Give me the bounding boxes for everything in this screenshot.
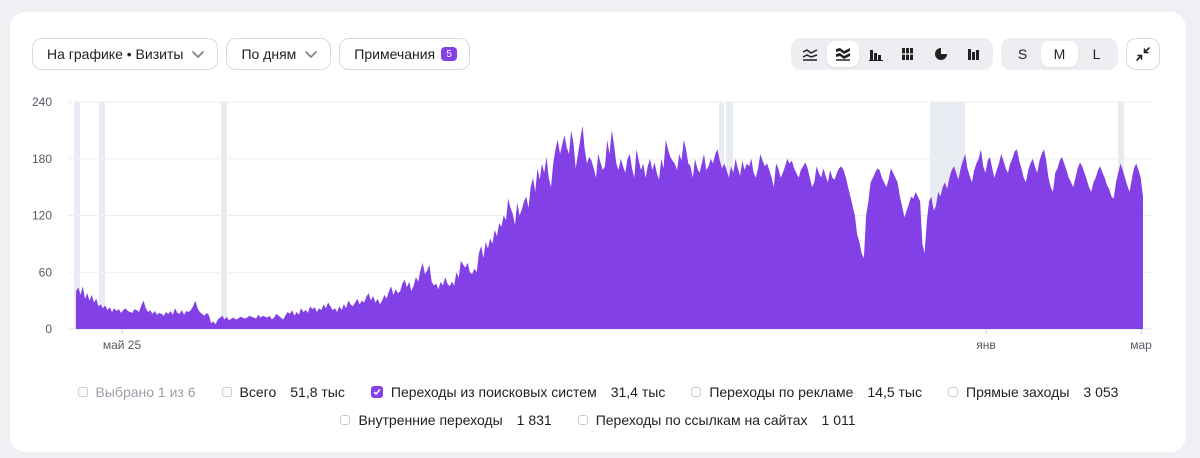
legend-item-ads[interactable]: Переходы по рекламе 14,5 тыс [691,384,922,400]
legend-item-name: Переходы по ссылкам на сайтах [595,412,808,428]
column-chart-icon [967,49,979,60]
checkbox-checked-icon [370,386,383,398]
checkbox-icon [77,387,88,397]
stacked-area-icon [836,48,850,61]
chevron-down-icon [192,51,205,58]
x-tick-label: мар [1130,338,1152,352]
line-chart-icon [802,49,818,61]
checkbox-icon [948,387,958,397]
y-tick-label: 240 [32,95,52,109]
legend-item-value: 1 831 [516,412,552,428]
period-label: По дням [241,46,297,62]
checkbox-icon [691,387,702,397]
bar-chart-icon [868,50,883,61]
chart-type-stacked-bar[interactable] [892,41,925,67]
legend-item-name: Переходы из поисковых систем [390,384,597,400]
chart-type-stacked-area[interactable] [826,41,860,67]
visits-area-chart[interactable]: 0 60 120 180 240 май 25 янв мар [10,12,1186,372]
size-l[interactable]: L [1092,46,1101,62]
legend-item-internal[interactable]: Внутренние переходы 1 831 [340,412,552,428]
chevron-down-icon [305,51,318,58]
collapse-icon [1136,47,1150,61]
stacked-bar-icon [902,48,914,60]
legend-selected-counter[interactable]: Выбрано 1 из 6 [77,384,196,400]
chart-legend: Выбрано 1 из 6 Всего 51,8 тыс Переходы и… [10,378,1186,434]
y-tick-label: 180 [32,152,52,166]
notes-button[interactable]: Примечания 5 [339,38,471,70]
legend-item-value: 14,5 тыс [867,384,922,400]
chart-type-switcher [791,38,993,70]
chart-metric-dropdown[interactable]: На графике • Визиты [32,38,219,70]
chart-toolbar: На графике • Визиты По дням Примечания 5 [32,38,471,70]
x-tick-label: май 25 [103,338,142,352]
legend-item-name: Прямые заходы [966,384,1070,400]
chart-type-bar[interactable] [859,41,892,67]
legend-item-total[interactable]: Всего 51,8 тыс [221,384,345,400]
chart-card: На графике • Визиты По дням Примечания 5 [10,12,1186,452]
checkbox-icon [340,415,351,425]
notes-count-badge: 5 [441,47,458,61]
y-tick-label: 120 [32,209,52,223]
legend-item-search[interactable]: Переходы из поисковых систем 31,4 тыс [370,384,666,400]
pie-chart-icon [935,48,948,60]
series-area-search [76,125,1143,329]
chart-size-switcher: S M L [1001,38,1118,70]
collapse-button[interactable] [1126,38,1160,70]
legend-selected-label: Выбрано 1 из 6 [95,384,196,400]
chart-metric-label: На графике • Визиты [47,46,184,62]
legend-item-direct[interactable]: Прямые заходы 3 053 [948,384,1118,400]
chart-type-line[interactable] [794,41,827,67]
checkbox-icon [577,415,588,425]
chart-type-column[interactable] [957,41,990,67]
checkbox-icon [221,387,232,397]
legend-item-value: 31,4 тыс [610,384,666,400]
y-tick-label: 60 [39,265,53,279]
legend-item-value: 51,8 тыс [290,384,345,400]
period-dropdown[interactable]: По дням [226,38,332,70]
legend-item-name: Внутренние переходы [358,412,503,428]
x-tick-label: янв [976,338,996,352]
legend-item-name: Всего [239,384,277,400]
size-m[interactable]: M [1041,41,1078,67]
y-tick-label: 0 [45,322,52,336]
legend-item-name: Переходы по рекламе [709,384,854,400]
size-s[interactable]: S [1017,46,1028,62]
legend-item-links[interactable]: Переходы по ссылкам на сайтах 1 011 [577,412,856,428]
legend-item-value: 3 053 [1083,384,1119,400]
legend-item-value: 1 011 [821,412,856,428]
notes-label: Примечания [354,46,436,62]
chart-type-pie[interactable] [925,41,958,67]
